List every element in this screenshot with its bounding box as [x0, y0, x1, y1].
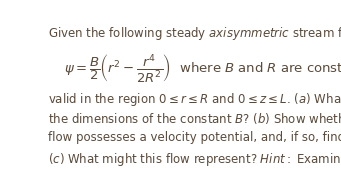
- Text: valid in the region $0 \leq r \leq R$ and $0 \leq z \leq L$. $(a)$ What are: valid in the region $0 \leq r \leq R$ an…: [48, 91, 341, 107]
- Text: $(c)$ What might this flow represent? $\mathit{Hint:}$ Examine the: $(c)$ What might this flow represent? $\…: [48, 151, 341, 168]
- Text: the dimensions of the constant $B$? $(b)$ Show whether this: the dimensions of the constant $B$? $(b)…: [48, 111, 341, 126]
- Text: Given the following steady $\mathit{axisymmetric}$ stream function:: Given the following steady $\mathit{axis…: [48, 25, 341, 42]
- Text: flow possesses a velocity potential, and, if so, find it.: flow possesses a velocity potential, and…: [48, 131, 341, 144]
- Text: $\psi = \dfrac{B}{2}\left(r^2 - \dfrac{r^4}{2R^2}\right)$  where $B$ and $R$ are: $\psi = \dfrac{B}{2}\left(r^2 - \dfrac{r…: [64, 52, 341, 83]
